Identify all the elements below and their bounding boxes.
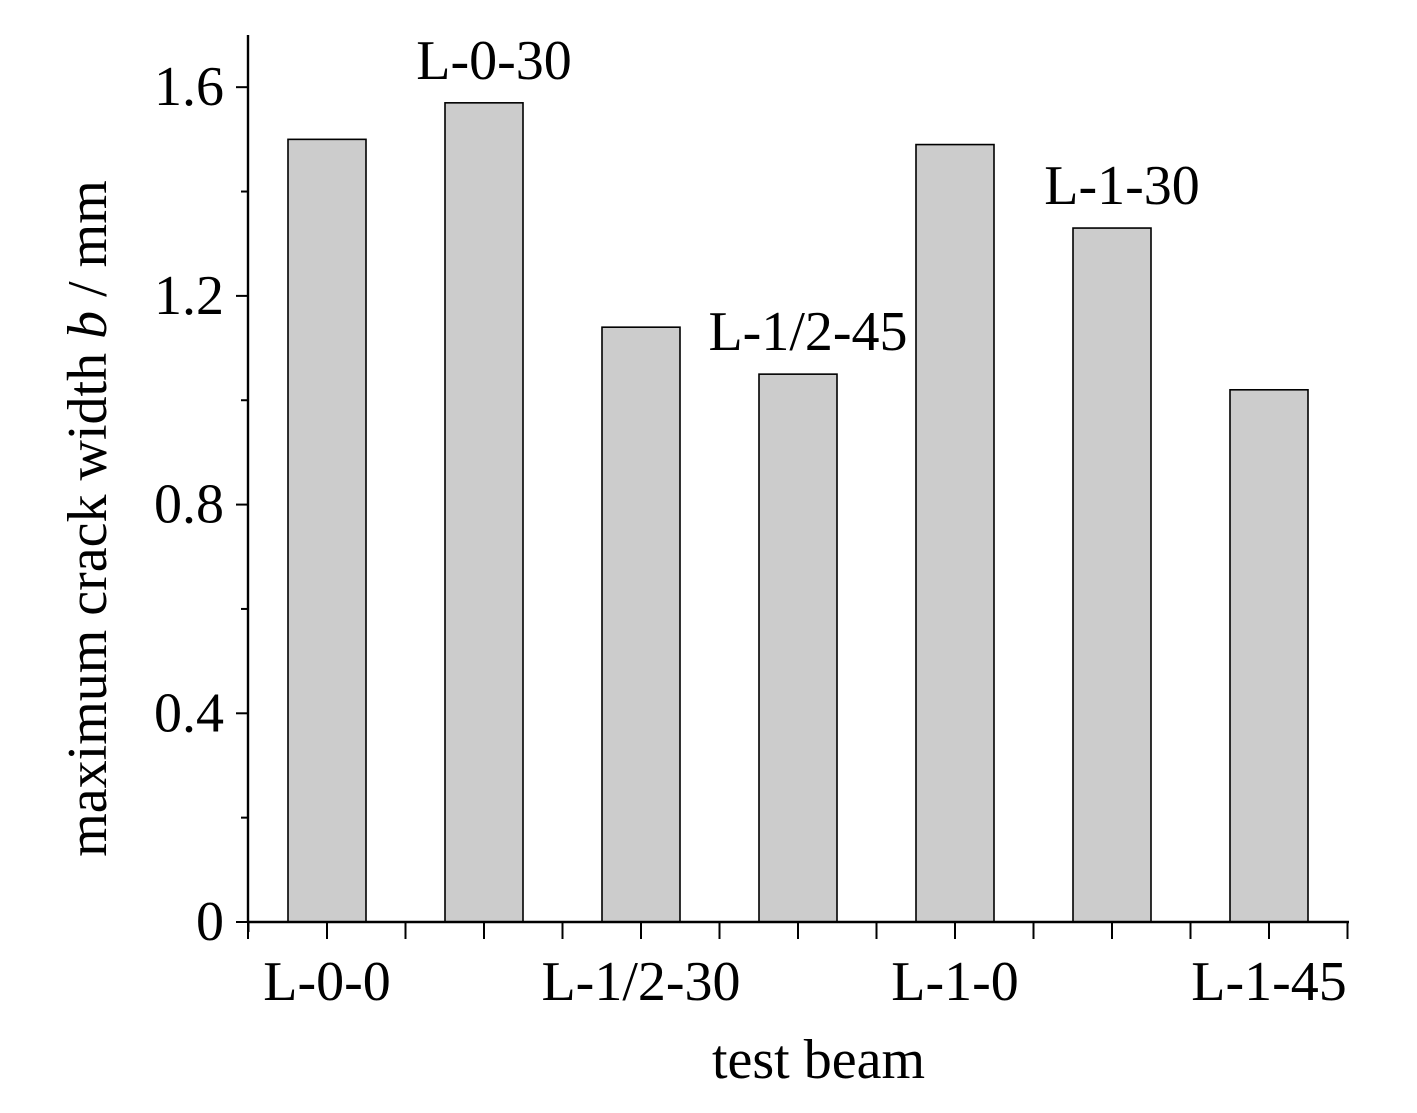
- x-axis-title: test beam: [712, 1029, 925, 1091]
- y-axis-title-part-3: / mm: [57, 180, 119, 311]
- bar-1: [287, 138, 367, 923]
- y-tick-label: 1.2: [154, 265, 224, 327]
- bar-3: [601, 326, 681, 923]
- bar-4: [758, 373, 838, 923]
- x-tick-label: L-0-0: [263, 951, 391, 1013]
- bar-annotation: L-1-30: [1044, 155, 1200, 217]
- bars-layer: [287, 102, 1309, 923]
- labels-layer: 0 0.4 0.8 1.2 1.6 L-0-0 L-1/2-30 L-1-0 L-1-45: [154, 56, 1347, 1013]
- bar-7: [1229, 388, 1309, 923]
- y-tick-label: 1.6: [154, 56, 224, 118]
- y-tick-label: 0.8: [154, 474, 224, 536]
- bar-annotations-layer: L-0-30 L-1/2-45 L-1-30: [416, 30, 1200, 363]
- bar-2: [444, 102, 524, 923]
- bar-annotation: L-1/2-45: [708, 301, 907, 363]
- ticks-layer: [236, 86, 1349, 939]
- bar-annotation: L-0-30: [416, 30, 572, 92]
- y-axis-title: maximum crack width b / mm: [57, 180, 119, 857]
- x-tick-label: L-1/2-30: [541, 951, 740, 1013]
- y-tick-label: 0.4: [154, 682, 224, 744]
- x-tick-label: L-1-0: [891, 951, 1019, 1013]
- bar-5: [915, 143, 995, 923]
- x-tick-label: L-1-45: [1191, 951, 1347, 1013]
- y-axis-title-variable: b: [57, 311, 119, 339]
- y-axis-title-part-1: maximum crack width: [57, 339, 119, 857]
- bar-6: [1072, 227, 1152, 923]
- y-tick-label: 0: [196, 891, 224, 953]
